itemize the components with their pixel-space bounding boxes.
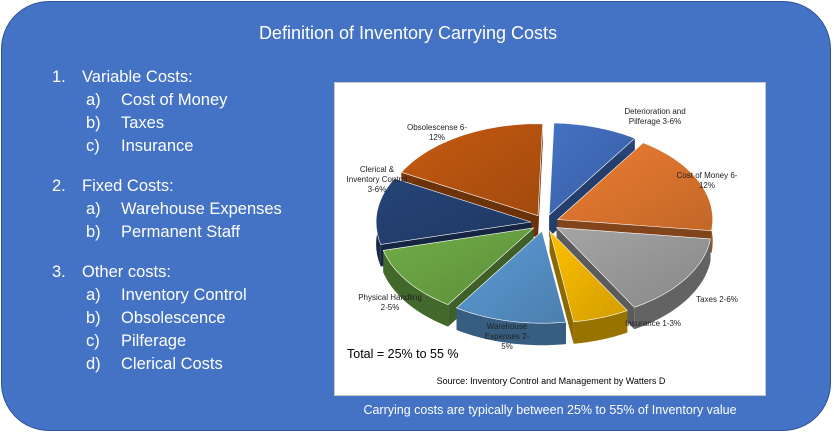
total-note: Total = 25% to 55 %: [347, 347, 459, 361]
list-item: a) Cost of Money: [52, 89, 282, 112]
item-text: Insurance: [121, 137, 194, 155]
pie-chart-svg: [375, 122, 713, 346]
pie-slice: [382, 227, 535, 305]
item-letter: b): [86, 309, 101, 327]
list-item: a) Warehouse Expenses: [52, 198, 282, 221]
item-text: Clerical Costs: [121, 355, 223, 373]
pie-slice: [549, 229, 628, 323]
slice-label: Obsolescense 6- 12%: [406, 123, 468, 142]
section-heading: 1. Variable Costs:: [52, 66, 282, 89]
slice-label: Taxes 2-6%: [696, 295, 738, 304]
list-item: c) Pilferage: [52, 330, 282, 353]
section-number: 1.: [52, 68, 66, 86]
list-item: b) Permanent Staff: [52, 221, 282, 244]
cost-section: 2. Fixed Costs: a) Warehouse Expenses b) Perm…: [52, 175, 282, 244]
item-letter: a): [86, 286, 101, 304]
item-letter: b): [86, 114, 101, 132]
slice-label: Physical Handling 2-5%: [358, 293, 422, 312]
pie-slice: [556, 142, 713, 232]
section-heading-text: Other costs:: [82, 263, 171, 281]
slice-label: Cost of Money 6- 12%: [676, 171, 738, 190]
pie-slice: [455, 230, 567, 324]
section-heading-text: Fixed Costs:: [82, 177, 174, 195]
item-text: Obsolescence: [121, 309, 226, 327]
list-item: b) Taxes: [52, 112, 282, 135]
item-letter: b): [86, 223, 101, 241]
item-letter: d): [86, 355, 101, 373]
item-letter: a): [86, 91, 101, 109]
item-text: Warehouse Expenses: [121, 200, 282, 218]
chart-source: Source: Inventory Control and Management…: [436, 376, 666, 386]
section-heading: 2. Fixed Costs:: [52, 175, 282, 198]
pie-slice-edge: [456, 307, 566, 346]
item-text: Cost of Money: [121, 91, 228, 109]
slice-label: Clerical & Inventory Control 3-6%: [346, 165, 408, 194]
pie-slice-wall: [549, 230, 574, 344]
pie-slice-edge: [634, 238, 711, 330]
list-item: b) Obsolescence: [52, 307, 282, 330]
item-letter: a): [86, 200, 101, 218]
section-heading-text: Variable Costs:: [82, 68, 193, 86]
pie-slice: [548, 122, 636, 216]
item-text: Inventory Control: [121, 286, 247, 304]
slice-label: Warehouse Expenses 2- 5%: [484, 322, 530, 351]
pie-chart: Total = 25% to 55 % Source: Inventory Co…: [334, 82, 766, 396]
pie-slice-edge: [573, 310, 628, 344]
item-text: Taxes: [121, 114, 165, 132]
list-item: a) Inventory Control: [52, 284, 282, 307]
cost-section: 1. Variable Costs: a) Cost of Money b) Taxes c…: [52, 66, 282, 158]
cost-list: 1. Variable Costs: a) Cost of Money b) Taxes c…: [52, 66, 282, 393]
slice-label: Insurance 1-3%: [624, 319, 682, 328]
item-letter: c): [86, 332, 100, 350]
item-text: Permanent Staff: [121, 223, 240, 241]
pie-slice: [400, 123, 543, 217]
item-letter: c): [86, 137, 100, 155]
pie-slice-edge: [383, 250, 449, 327]
cost-section: 3. Other costs: a) Inventory Control b) Obsol…: [52, 261, 282, 376]
slice-label: Deterioration and Pilferage 3-6%: [624, 107, 686, 126]
pie-slice: [555, 227, 711, 308]
footer-note: Carrying costs are typically between 25%…: [363, 403, 737, 417]
pie-slice: [375, 178, 532, 245]
pie-slice-wall: [537, 123, 543, 238]
list-item: d) Clerical Costs: [52, 353, 282, 376]
page-title: Definition of Inventory Carrying Costs: [258, 23, 558, 43]
list-item: c) Insurance: [52, 135, 282, 158]
section-heading: 3. Other costs:: [52, 261, 282, 284]
section-number: 3.: [52, 263, 66, 281]
item-text: Pilferage: [121, 332, 187, 350]
section-number: 2.: [52, 177, 66, 195]
